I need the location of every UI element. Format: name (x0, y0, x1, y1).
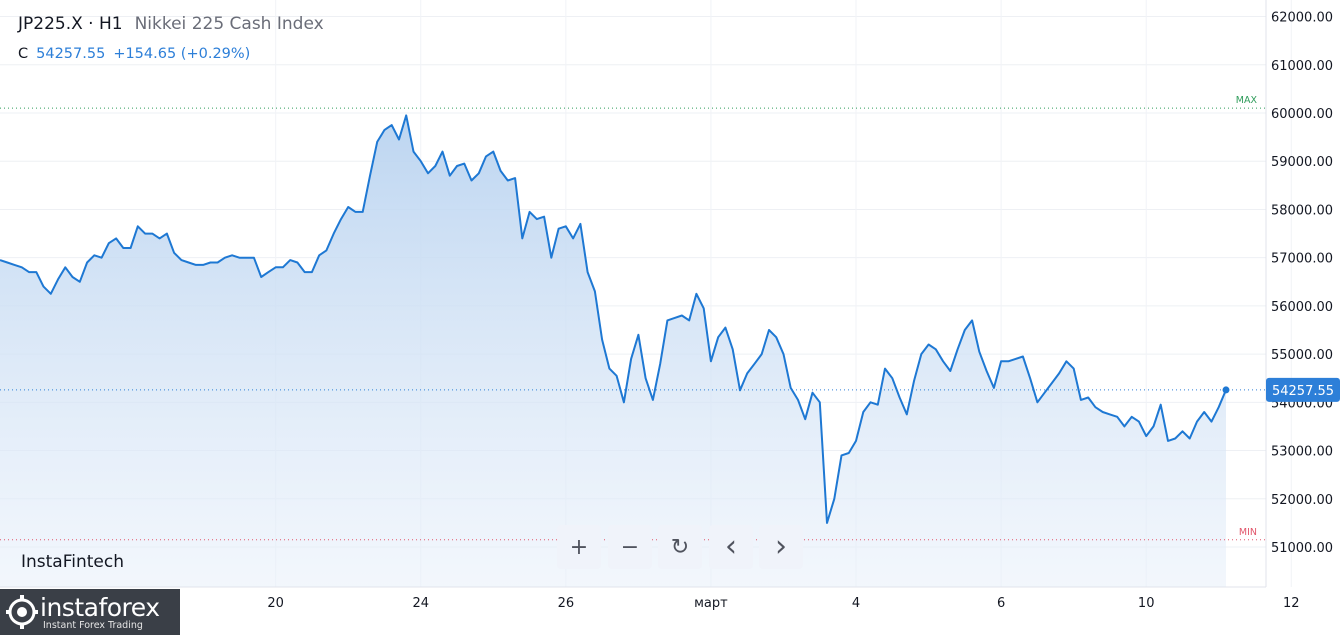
y-axis: 62000.00 61000.00 60000.00 59000.00 58000.00… (1265, 0, 1340, 587)
symbol-header: JP225.X · H1 Nikkei 225 Cash Index (18, 14, 324, 34)
x-tick-label: 26 (558, 596, 575, 611)
last-price-badge (1266, 377, 1340, 402)
close-label: C (18, 46, 29, 62)
y-tick-label: 57000.00 (1271, 252, 1333, 267)
minus-icon: − (620, 534, 640, 560)
price-line (0, 114, 1230, 524)
zoom-out-button[interactable]: − (608, 525, 652, 569)
y-tick-label: 61000.00 (1271, 59, 1333, 74)
area-fill (0, 115, 1226, 588)
x-tick-label: 6 (997, 596, 1005, 611)
y-tick-label: 58000.00 (1271, 203, 1333, 218)
brand-watermark: InstaFintech (21, 552, 125, 572)
x-tick-label: 24 (412, 596, 429, 611)
y-tick-label: 56000.00 (1271, 300, 1333, 315)
x-tick-label: 12 (1283, 596, 1300, 611)
last-price-label: 54257.55 (1272, 384, 1334, 399)
min-label: MIN (1239, 527, 1257, 538)
plus-icon: + (569, 534, 589, 560)
x-tick-label: март (694, 596, 728, 611)
y-tick-label: 52000.00 (1271, 493, 1333, 508)
y-tick-label: 60000.00 (1271, 107, 1333, 122)
instrument-description: Nikkei 225 Cash Index (134, 14, 324, 34)
x-axis: 202426март46101216 (0, 586, 1300, 611)
x-tick-label: 10 (1138, 596, 1155, 611)
chevron-left-icon: ‹ (725, 529, 737, 564)
series-line (0, 114, 1227, 524)
y-tick-label: 59000.00 (1271, 155, 1333, 170)
logo-icon (6, 595, 38, 629)
instaforex-logo: instaforex Instant Forex Trading (0, 589, 180, 635)
logo-tagline: Instant Forex Trading (43, 620, 143, 631)
y-tick-label: 62000.00 (1271, 11, 1333, 26)
x-tick-label: 4 (852, 596, 860, 611)
symbol-label: JP225.X · H1 (18, 14, 123, 34)
zoom-in-button[interactable]: + (557, 525, 601, 569)
close-value: 54257.55 (36, 46, 106, 62)
y-tick-label: 53000.00 (1271, 445, 1333, 460)
ohlc-readout: C 54257.55 +154.65 (+0.29%) (18, 46, 250, 62)
max-label: MAX (1236, 95, 1258, 106)
x-tick-label: 20 (267, 596, 284, 611)
scroll-left-button[interactable]: ‹ (709, 525, 753, 569)
y-tick-label: 55000.00 (1271, 348, 1333, 363)
reset-icon: ↻ (670, 534, 690, 560)
reset-button[interactable]: ↻ (658, 525, 702, 569)
logo-name: instaforex (40, 593, 160, 622)
change-value: +154.65 (+0.29%) (113, 46, 251, 62)
last-price-dot (1222, 386, 1230, 394)
area-path (0, 115, 1226, 588)
scroll-right-button[interactable]: › (759, 525, 803, 569)
chevron-right-icon: › (775, 529, 787, 564)
y-tick-label: 51000.00 (1271, 541, 1333, 556)
